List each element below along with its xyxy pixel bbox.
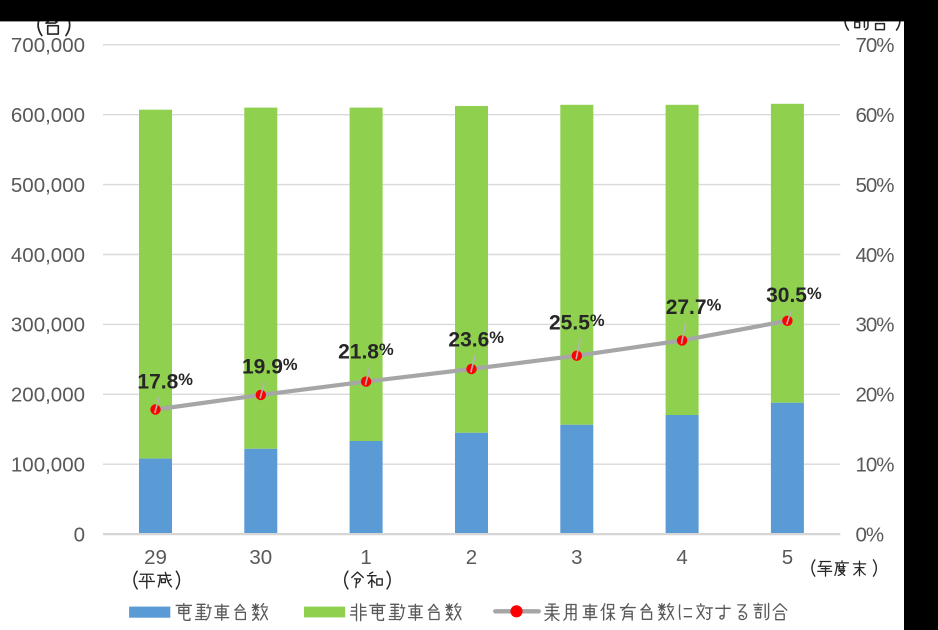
svg-text:27.7%: 27.7% (666, 296, 722, 319)
svg-text:200,000: 200,000 (11, 384, 85, 407)
svg-text:4: 4 (676, 546, 687, 569)
svg-text:23.6%: 23.6% (448, 329, 504, 352)
svg-text:60%: 60% (856, 104, 895, 127)
svg-text:30%: 30% (856, 314, 895, 337)
svg-text:20%: 20% (856, 384, 895, 407)
svg-text:30.5%: 30.5% (766, 284, 822, 307)
svg-text:29: 29 (144, 546, 167, 569)
svg-text:100,000: 100,000 (11, 454, 85, 477)
svg-text:50%: 50% (856, 174, 895, 197)
svg-text:30: 30 (249, 546, 272, 569)
svg-text:1: 1 (360, 546, 371, 569)
svg-text:25.5%: 25.5% (549, 311, 605, 334)
svg-text:3: 3 (571, 546, 582, 569)
svg-text:40%: 40% (856, 244, 895, 267)
svg-text:17.8%: 17.8% (137, 370, 193, 393)
svg-text:400,000: 400,000 (11, 244, 85, 267)
svg-text:10%: 10% (856, 454, 895, 477)
svg-text:2: 2 (466, 546, 477, 569)
svg-text:700,000: 700,000 (11, 34, 85, 57)
svg-text:21.8%: 21.8% (338, 340, 394, 363)
svg-text:0%: 0% (856, 523, 884, 546)
svg-text:600,000: 600,000 (11, 104, 85, 127)
svg-text:500,000: 500,000 (11, 174, 85, 197)
svg-text:0: 0 (74, 523, 85, 546)
svg-text:300,000: 300,000 (11, 314, 85, 337)
svg-text:70%: 70% (856, 34, 895, 57)
svg-text:5: 5 (782, 546, 793, 569)
svg-text:19.9%: 19.9% (242, 355, 298, 378)
